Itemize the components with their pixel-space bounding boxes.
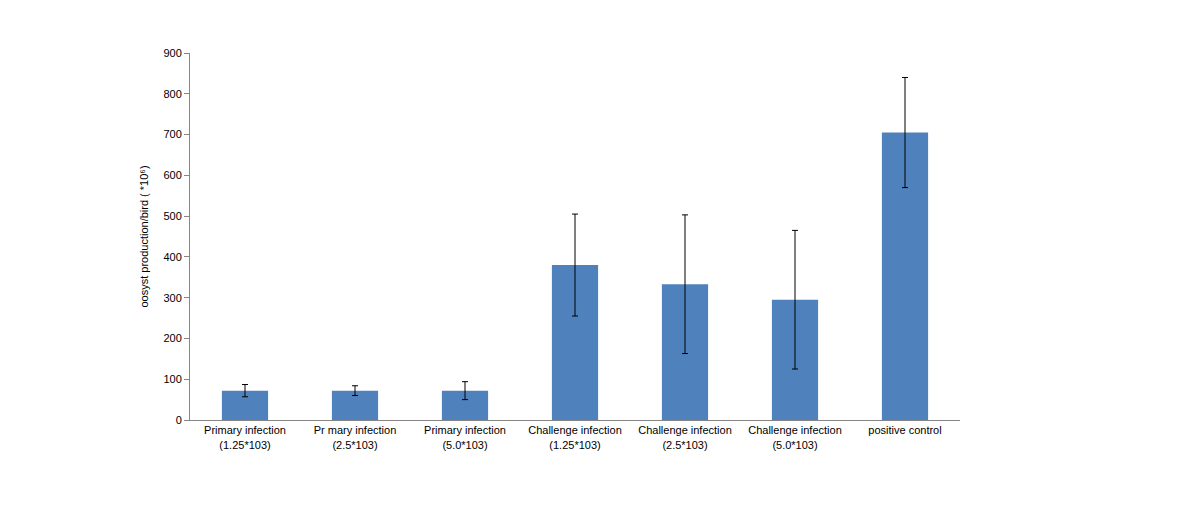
svg-text:Challenge infection(2.5*103): Challenge infection(2.5*103) [638,424,732,450]
svg-text:Pr mary infection(2.5*103): Pr mary infection(2.5*103) [314,424,397,450]
svg-text:0: 0 [176,414,182,426]
svg-text:100: 100 [163,373,181,385]
svg-text:positive control: positive control [868,424,941,436]
svg-text:Primary infection(1.25*103): Primary infection(1.25*103) [204,424,286,450]
svg-text:300: 300 [163,292,181,304]
svg-text:800: 800 [163,88,181,100]
svg-text:400: 400 [163,251,181,263]
svg-text:Challenge infection(1.25*103): Challenge infection(1.25*103) [528,424,622,450]
svg-text:700: 700 [163,128,181,140]
svg-text:500: 500 [163,210,181,222]
svg-text:Primary infection(5.0*103): Primary infection(5.0*103) [424,424,506,450]
svg-text:Challenge infection(5.0*103): Challenge infection(5.0*103) [748,424,842,450]
svg-text:900: 900 [163,47,181,59]
svg-text:oosyst production/bird ( *10⁶): oosyst production/bird ( *10⁶) [138,165,150,307]
svg-text:200: 200 [163,332,181,344]
svg-text:600: 600 [163,169,181,181]
